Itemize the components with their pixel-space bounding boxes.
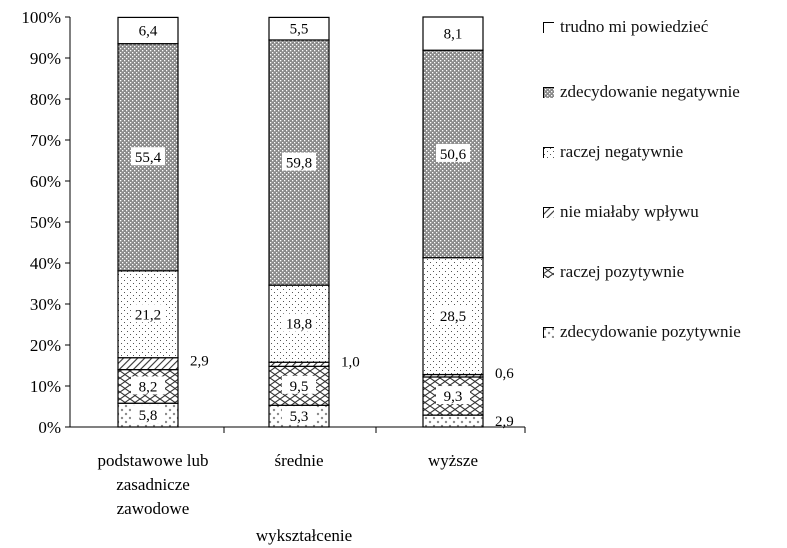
data-label: 2,9 bbox=[190, 354, 209, 370]
data-label: 8,1 bbox=[444, 27, 463, 43]
data-label-bg bbox=[282, 313, 316, 332]
data-label: 5,5 bbox=[290, 22, 309, 38]
legend-swatch bbox=[543, 326, 554, 338]
data-label: 55,4 bbox=[135, 150, 162, 166]
category-label: wyższe bbox=[428, 451, 478, 470]
data-label: 0,6 bbox=[495, 366, 514, 382]
category-labels: podstawowe lub zasadnicze zawodowe średnie w… bbox=[98, 451, 479, 518]
bar-segment bbox=[117, 16, 179, 45]
data-label-bg bbox=[436, 386, 470, 405]
data-label-bg bbox=[436, 143, 470, 162]
data-label-bg bbox=[131, 304, 165, 323]
legend-label: raczej pozytywnie bbox=[560, 262, 685, 281]
data-label: 28,5 bbox=[440, 309, 466, 325]
y-tick-label: 40% bbox=[30, 254, 61, 273]
y-tick-label: 100% bbox=[21, 8, 61, 27]
data-label: 6,4 bbox=[139, 24, 158, 40]
data-label: 5,8 bbox=[139, 408, 158, 424]
y-tick-label: 60% bbox=[30, 172, 61, 191]
category-label: zasadnicze bbox=[116, 475, 190, 494]
data-labels: 5,8 5,3 2,9 8,2 9,5 9,3 2,9 1,0 0,6 21,2 18,8 28,5 5… bbox=[131, 22, 514, 430]
data-label-bg bbox=[436, 306, 470, 325]
bar-segment bbox=[422, 414, 484, 428]
legend-item: raczej pozytywnie bbox=[543, 262, 684, 282]
y-tick-label: 10% bbox=[30, 377, 61, 396]
category-label: podstawowe lub bbox=[98, 451, 209, 470]
data-label: 1,0 bbox=[341, 354, 360, 370]
legend-item: raczej negatywnie bbox=[543, 142, 683, 162]
legend-item: zdecydowanie pozytywnie bbox=[543, 322, 741, 342]
legend-label: raczej negatywnie bbox=[560, 142, 684, 161]
data-label: 9,5 bbox=[290, 379, 309, 395]
data-label: 2,9 bbox=[495, 414, 514, 430]
data-label-bg bbox=[131, 376, 165, 395]
category-label: średnie bbox=[274, 451, 323, 470]
data-label: 8,2 bbox=[139, 379, 158, 395]
category-label: zawodowe bbox=[117, 499, 190, 518]
data-label-bg bbox=[282, 152, 316, 171]
legend-label: zdecydowanie pozytywnie bbox=[560, 322, 741, 341]
bar-segment bbox=[422, 16, 484, 51]
data-label: 59,8 bbox=[286, 156, 312, 172]
y-tick-label: 70% bbox=[30, 131, 61, 150]
legend-label: zdecydowanie negatywnie bbox=[560, 82, 740, 101]
data-label: 18,8 bbox=[286, 317, 312, 333]
y-tick-label: 30% bbox=[30, 295, 61, 314]
y-tick-label: 80% bbox=[30, 90, 61, 109]
data-label: 50,6 bbox=[440, 147, 467, 163]
x-axis-label: wykształcenie bbox=[256, 526, 352, 545]
data-label-bg bbox=[131, 147, 165, 166]
data-label-bg bbox=[282, 375, 316, 394]
bar-segment bbox=[268, 16, 330, 41]
y-tick-label: 90% bbox=[30, 49, 61, 68]
bar-segment bbox=[117, 357, 179, 371]
data-label: 9,3 bbox=[444, 389, 463, 405]
legend-item: nie miałaby wpływu bbox=[543, 202, 699, 222]
y-tick-label: 20% bbox=[30, 336, 61, 355]
data-label-bg bbox=[282, 406, 316, 425]
legend-item: zdecydowanie negatywnie bbox=[543, 82, 740, 102]
legend-item: trudno mi powiedzieć bbox=[543, 17, 708, 37]
data-label-bg bbox=[131, 405, 165, 424]
legend-swatch bbox=[543, 206, 554, 218]
legend-swatch bbox=[543, 21, 554, 33]
legend-label: trudno mi powiedzieć bbox=[560, 17, 709, 36]
legend-swatch bbox=[543, 86, 554, 98]
data-label: 21,2 bbox=[135, 307, 161, 323]
axes: 0% 10% 20% 30% 40% 50% 60% 70% 80% 90% 100% bbox=[21, 8, 526, 437]
bar-segment bbox=[268, 361, 330, 367]
data-label: 5,3 bbox=[290, 409, 309, 425]
legend-label: nie miałaby wpływu bbox=[560, 202, 699, 221]
legend-swatch bbox=[543, 266, 554, 278]
y-tick-label: 50% bbox=[30, 213, 61, 232]
bars bbox=[117, 16, 484, 428]
legend-swatch bbox=[543, 146, 554, 158]
y-tick-label: 0% bbox=[38, 418, 61, 437]
